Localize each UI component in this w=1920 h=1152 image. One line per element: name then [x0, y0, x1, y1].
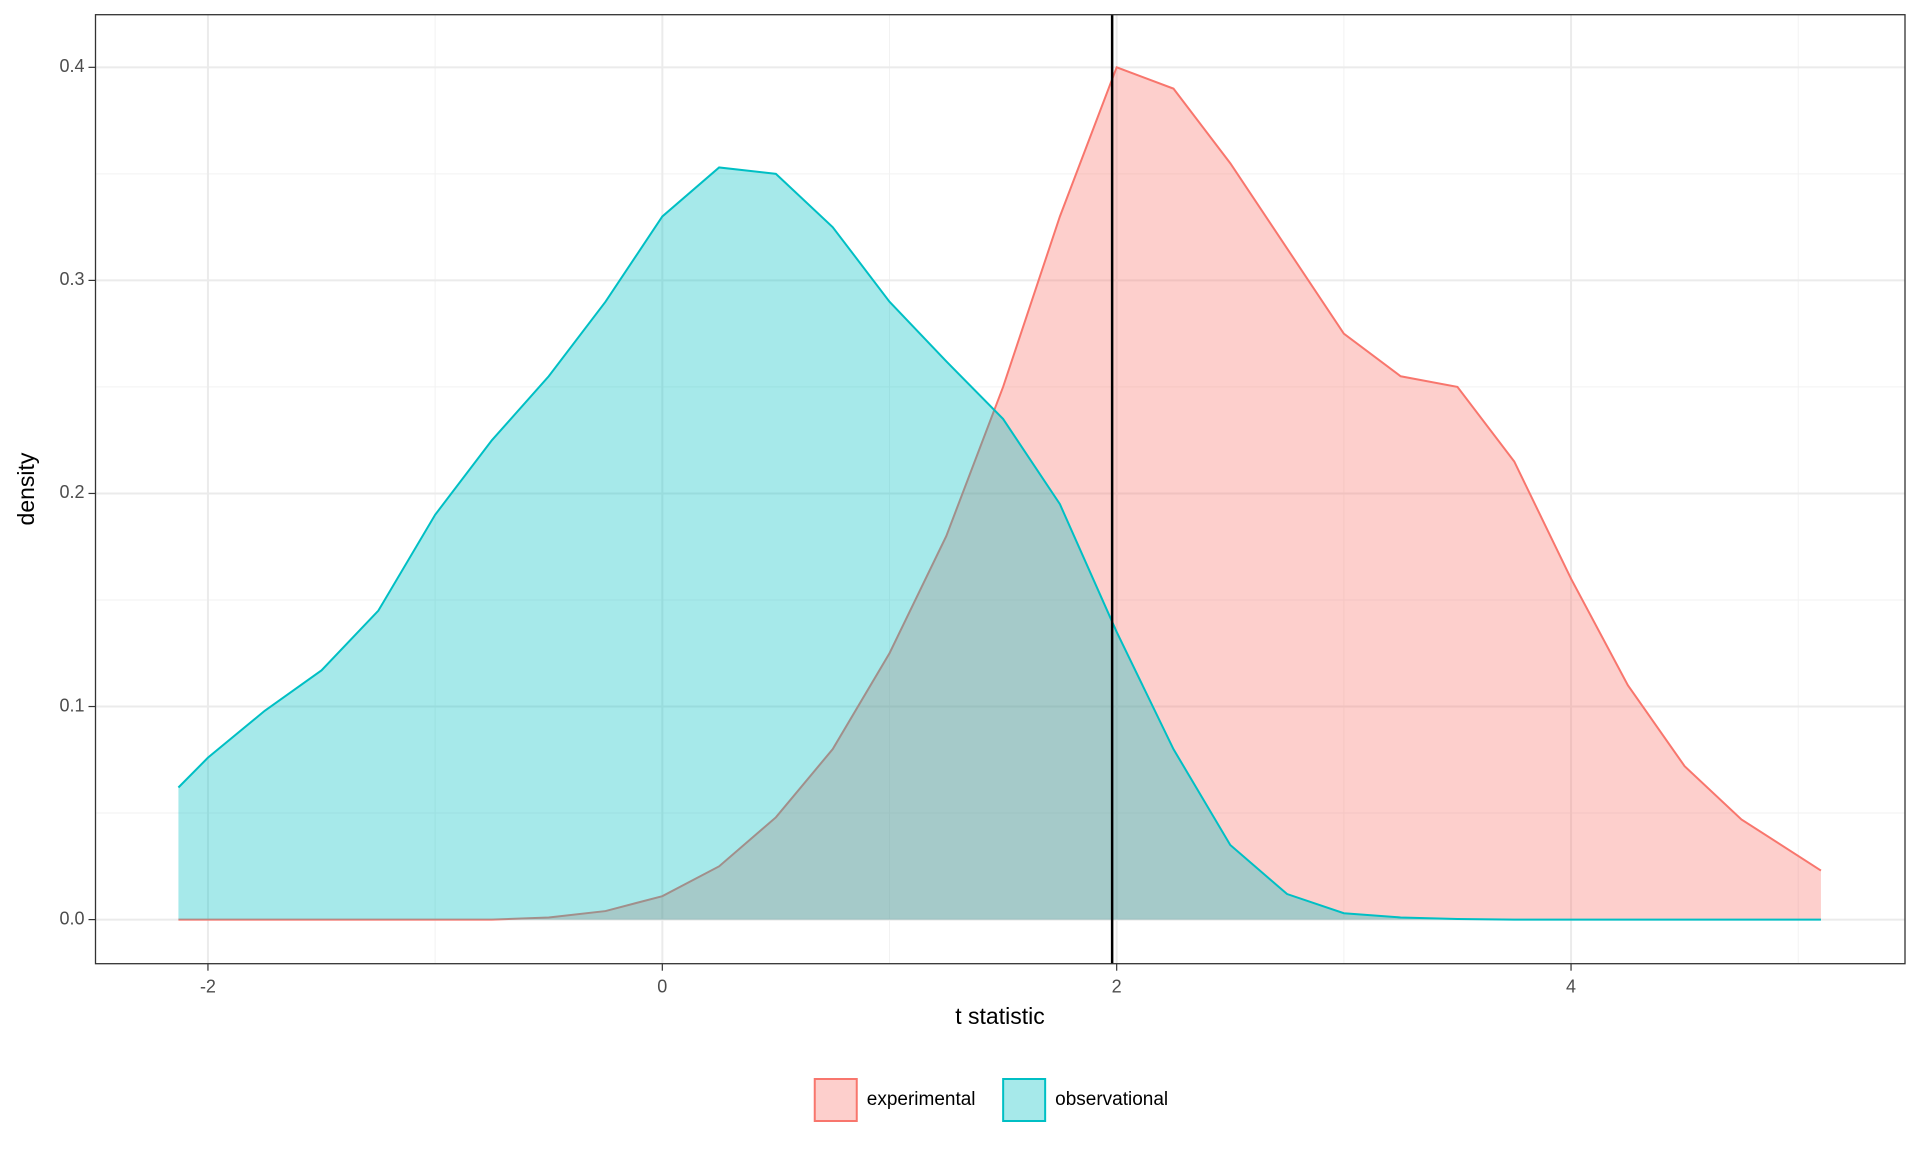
density-line: [178, 66, 1822, 921]
x-tick-label: -2: [200, 976, 216, 996]
legend-label: observational: [1055, 1089, 1168, 1110]
y-tick-label: 0.4: [59, 56, 84, 76]
density-line: [177, 166, 1821, 921]
x-tick-label: 2: [1112, 976, 1122, 996]
y-tick-label: 0.3: [59, 269, 84, 289]
y-tick-label: 0.0: [59, 908, 84, 928]
y-tick-label: 0.2: [59, 482, 84, 502]
x-tick-label: 4: [1566, 976, 1576, 996]
x-axis-title: t statistic: [955, 1003, 1044, 1029]
panel-border: [94, 14, 1906, 965]
x-tick-label: 0: [657, 976, 667, 996]
y-axis-title: density: [13, 452, 39, 525]
density-area: [178, 167, 1821, 920]
legend-key: [1002, 1078, 1047, 1122]
legend-key: [813, 1078, 858, 1122]
y-tick-label: 0.1: [59, 695, 84, 715]
legend-label: experimental: [867, 1089, 976, 1110]
density-area: [178, 67, 1821, 920]
